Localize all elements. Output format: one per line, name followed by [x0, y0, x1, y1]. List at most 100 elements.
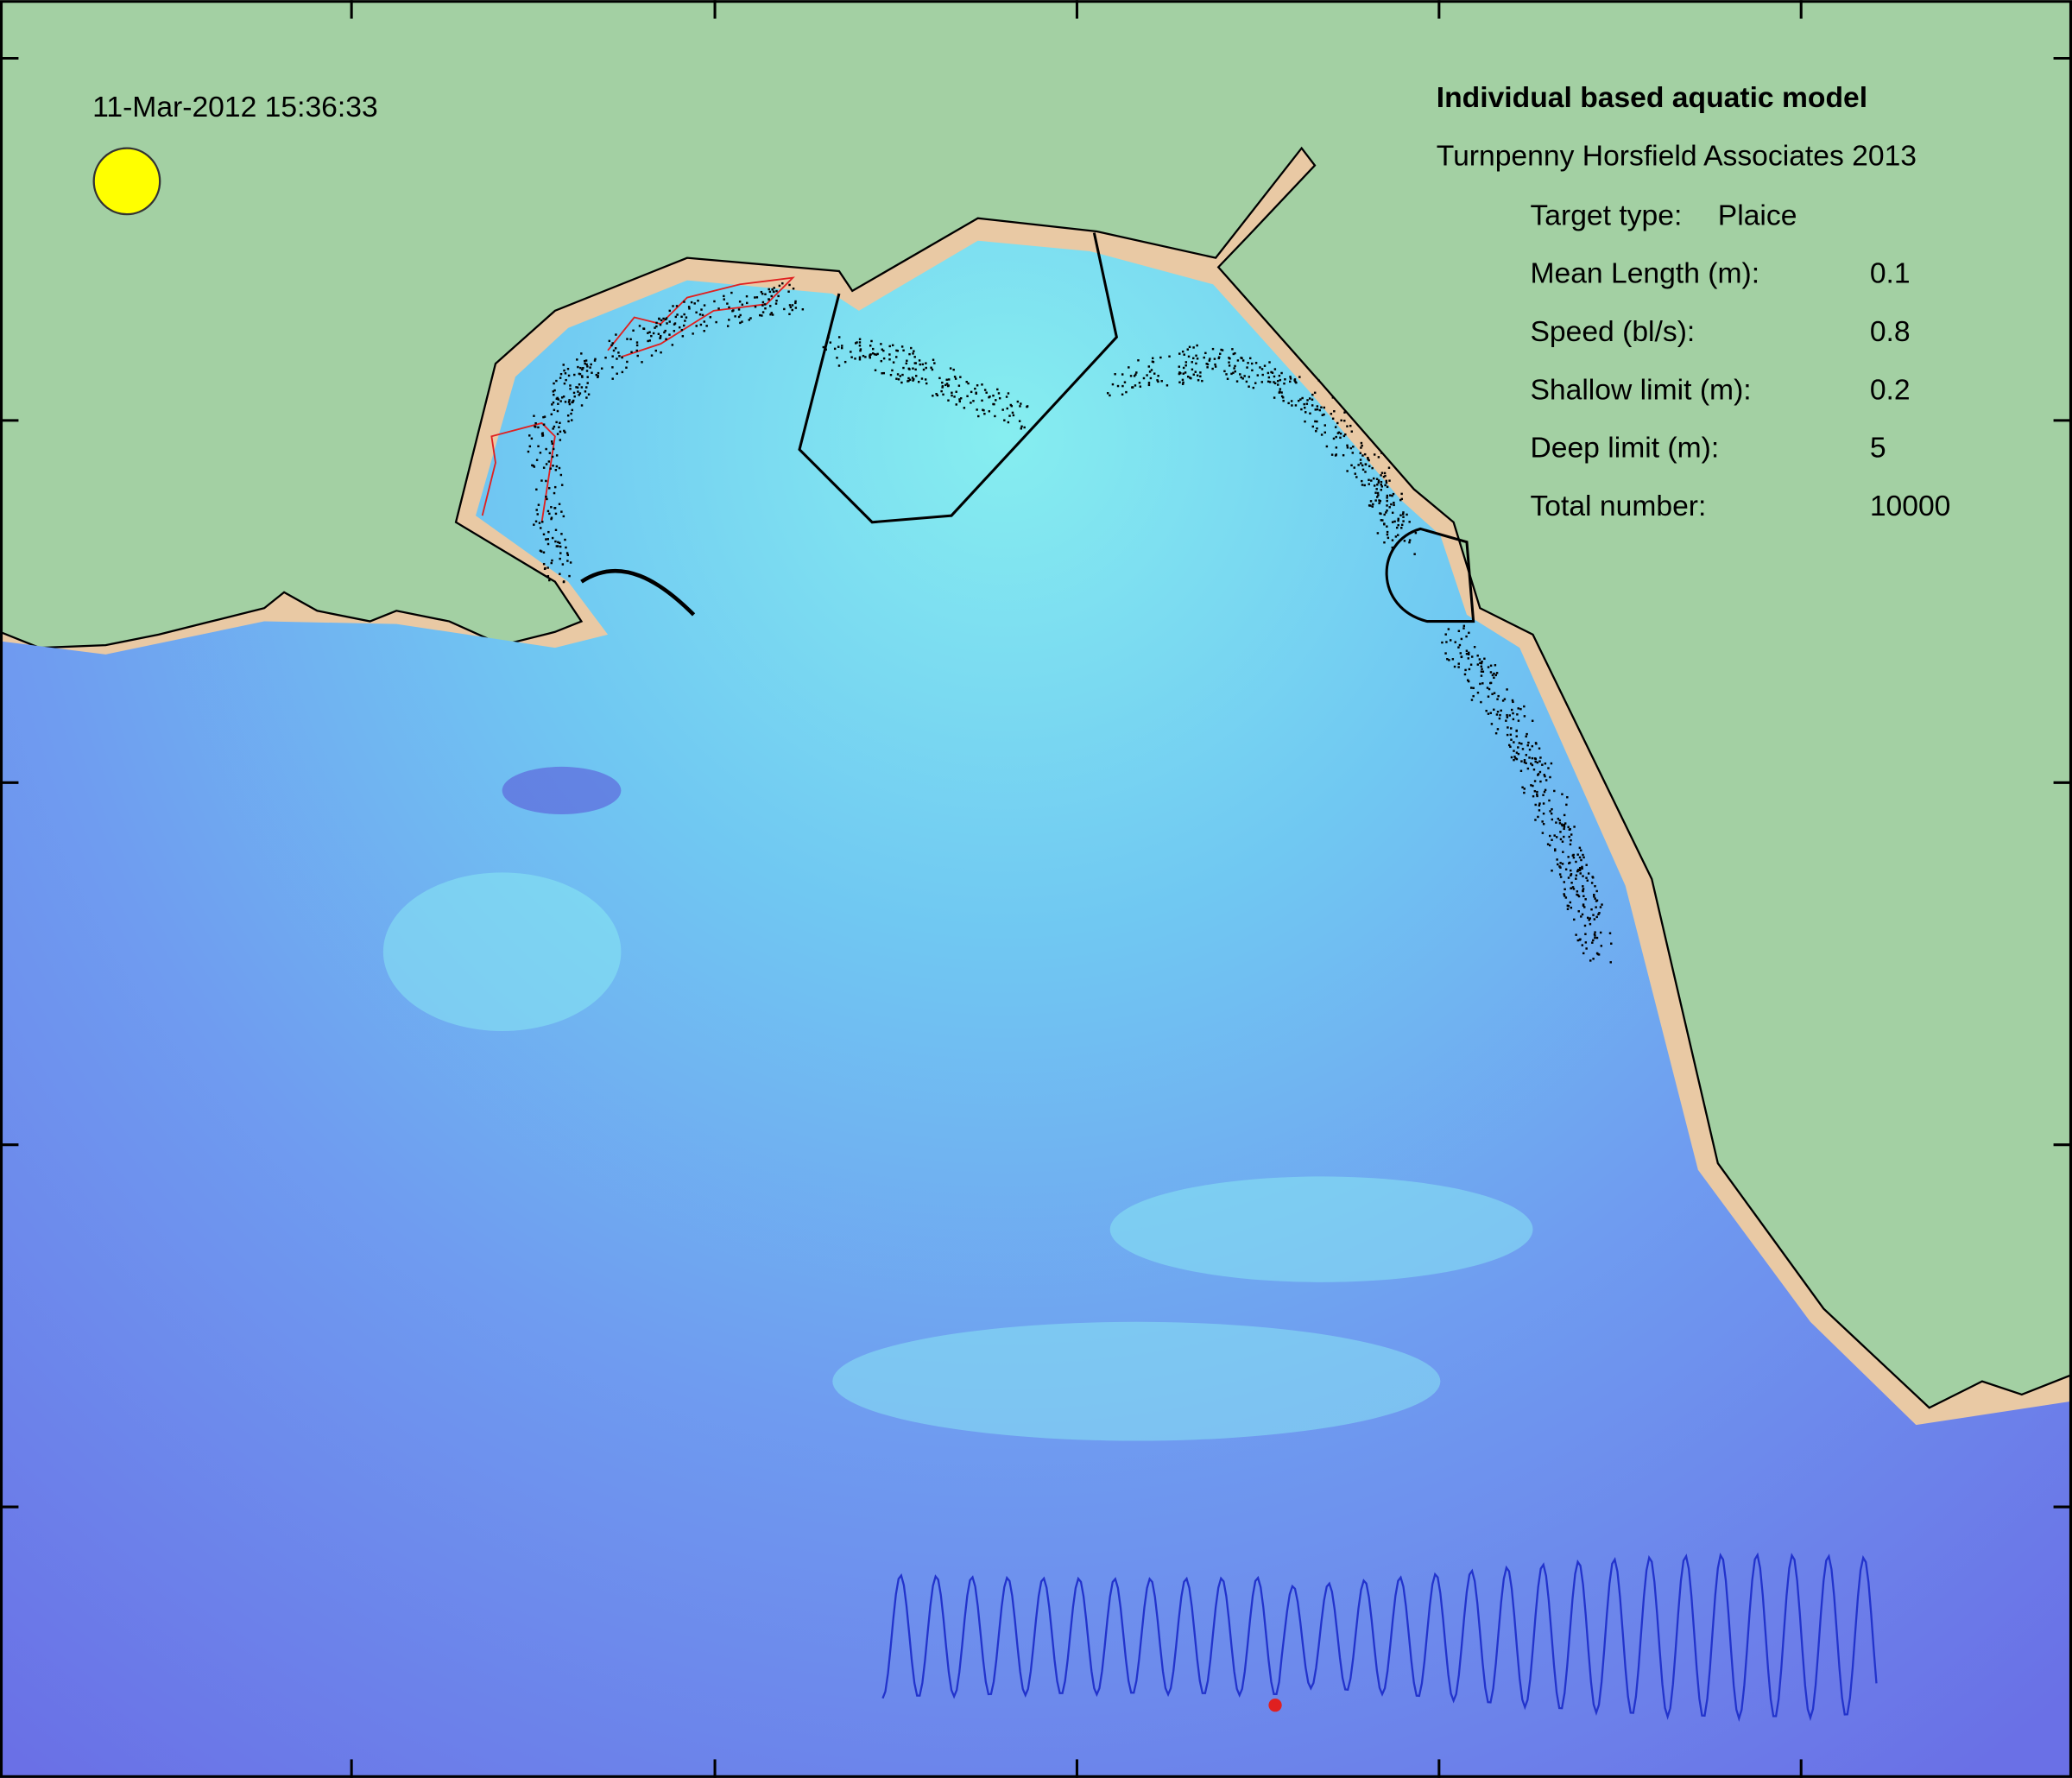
fish-dot	[1586, 916, 1589, 920]
fish-dot	[1232, 352, 1235, 356]
fish-dot	[1510, 738, 1513, 741]
fish-dot	[1402, 520, 1405, 522]
fish-dot	[626, 338, 629, 340]
fish-dot	[1230, 372, 1233, 376]
fish-dot	[1508, 714, 1511, 717]
fish-dot	[1279, 388, 1282, 390]
fish-dot	[907, 367, 910, 370]
fish-dot	[1538, 770, 1542, 774]
fish-dot	[1371, 466, 1374, 470]
fish-dot	[547, 460, 551, 463]
fish-dot	[1205, 363, 1208, 365]
fish-dot	[1531, 756, 1534, 760]
fish-dot	[684, 320, 686, 322]
fish-dot	[559, 439, 562, 441]
fish-dot	[1142, 376, 1146, 380]
fish-dot	[612, 349, 616, 352]
fish-dot	[996, 388, 999, 391]
fish-dot	[1576, 869, 1580, 871]
fish-dot	[1561, 840, 1564, 843]
fish-dot	[1008, 414, 1011, 417]
fish-dot	[1528, 756, 1531, 759]
fish-dot	[1460, 655, 1463, 658]
fish-dot	[676, 313, 679, 316]
fish-dot	[1512, 712, 1514, 715]
fish-dot	[1406, 513, 1408, 516]
fish-dot	[584, 390, 587, 393]
fish-dot	[901, 373, 904, 376]
fish-dot	[577, 365, 579, 369]
fish-dot	[1135, 371, 1138, 374]
fish-dot	[554, 528, 558, 532]
fish-dot	[565, 378, 567, 382]
fish-dot	[1383, 523, 1386, 526]
fish-dot	[791, 304, 794, 307]
fish-dot	[550, 561, 553, 565]
fish-dot	[1304, 406, 1306, 409]
fish-dot	[1196, 344, 1198, 347]
fish-dot	[1357, 464, 1360, 466]
fish-dot	[1544, 762, 1547, 765]
fish-dot	[748, 319, 750, 321]
deep-patch	[502, 766, 622, 815]
fish-dot	[536, 513, 539, 516]
fish-dot	[881, 372, 883, 375]
fish-dot	[1476, 655, 1479, 657]
fish-dot	[1518, 742, 1521, 744]
fish-dot	[1377, 456, 1380, 459]
fish-dot	[959, 376, 962, 378]
fish-dot	[568, 402, 572, 406]
fish-dot	[659, 334, 662, 338]
fish-dot	[629, 338, 632, 341]
fish-dot	[1183, 353, 1185, 356]
fish-dot	[563, 382, 566, 385]
fish-dot	[1549, 810, 1551, 813]
fish-dot	[1234, 351, 1236, 355]
fish-dot	[1195, 354, 1197, 357]
fish-dot	[925, 362, 927, 364]
fish-dot	[1554, 849, 1557, 852]
fish-dot	[734, 315, 736, 318]
fish-dot	[967, 382, 970, 385]
fish-dot	[1500, 709, 1502, 712]
fish-dot	[537, 445, 540, 448]
fish-dot	[925, 382, 928, 385]
fish-dot	[1542, 802, 1545, 805]
fish-dot	[1487, 695, 1490, 698]
fish-dot	[1582, 875, 1584, 877]
fish-dot	[1361, 484, 1364, 486]
fish-dot	[569, 561, 572, 564]
fish-dot	[882, 371, 886, 375]
fish-dot	[632, 329, 635, 332]
fish-dot	[1532, 768, 1536, 771]
fish-dot	[572, 391, 576, 395]
fish-dot	[1489, 671, 1493, 674]
fish-dot	[1199, 371, 1202, 374]
fish-dot	[1575, 933, 1577, 936]
fish-dot	[912, 379, 914, 382]
fish-dot	[1339, 432, 1342, 435]
fish-dot	[555, 545, 559, 547]
parameter-label: Speed (bl/s):	[1530, 316, 1695, 348]
fish-dot	[569, 384, 572, 387]
fish-dot	[567, 374, 571, 377]
fish-dot	[556, 409, 559, 413]
fish-dot	[673, 322, 677, 325]
fish-dot	[1546, 843, 1550, 845]
fish-dot	[586, 365, 589, 368]
fish-dot	[1351, 452, 1355, 454]
fish-dot	[1106, 392, 1109, 395]
fish-dot	[872, 347, 875, 351]
fish-dot	[1590, 882, 1594, 884]
fish-dot	[975, 392, 977, 395]
fish-dot	[555, 421, 558, 424]
fish-dot	[1531, 763, 1534, 767]
fish-dot	[1297, 399, 1300, 402]
fish-dot	[869, 345, 872, 347]
fish-dot	[1526, 732, 1528, 736]
fish-dot	[1178, 381, 1181, 383]
fish-dot	[1402, 511, 1405, 514]
fish-dot	[1391, 511, 1394, 515]
fish-dot	[1111, 383, 1115, 386]
fish-dot	[1268, 381, 1272, 383]
